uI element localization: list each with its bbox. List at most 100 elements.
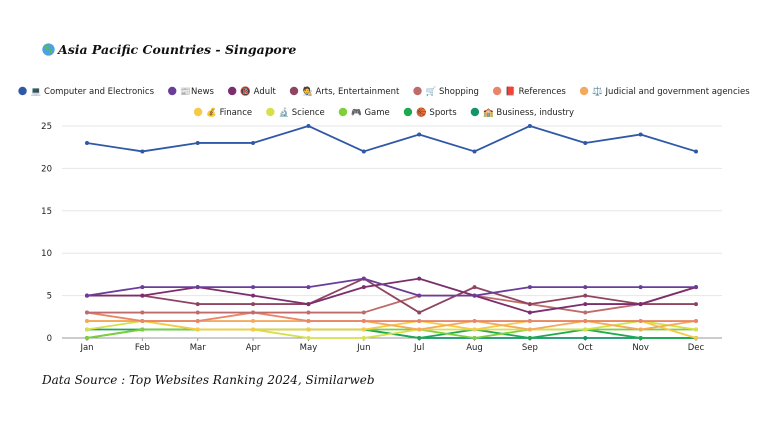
data-point[interactable]: [583, 319, 588, 324]
data-point[interactable]: [417, 319, 422, 324]
legend-label: 💰 Finance: [206, 107, 252, 118]
legend-item-news[interactable]: 📰News: [168, 86, 215, 97]
legend-item-adult[interactable]: 🔞 Adult: [227, 86, 276, 97]
data-point[interactable]: [361, 149, 366, 154]
data-point[interactable]: [472, 327, 477, 332]
data-point[interactable]: [583, 293, 588, 298]
legend-item-finance[interactable]: 💰 Finance: [193, 107, 252, 118]
data-point[interactable]: [417, 310, 422, 315]
data-point[interactable]: [195, 327, 200, 332]
data-point[interactable]: [195, 302, 200, 307]
data-point[interactable]: [306, 327, 311, 332]
legend-item-game[interactable]: 🎮 Game: [338, 107, 390, 118]
legend-item-shopping[interactable]: 🛒 Shopping: [413, 86, 479, 97]
legend-item-sports[interactable]: 🏀 Sports: [403, 106, 458, 118]
data-point[interactable]: [251, 285, 256, 290]
data-point[interactable]: [361, 310, 366, 315]
data-point[interactable]: [195, 285, 200, 290]
data-point[interactable]: [417, 132, 422, 137]
data-point[interactable]: [694, 285, 698, 290]
data-point[interactable]: [472, 336, 477, 340]
data-point[interactable]: [140, 327, 145, 332]
data-point[interactable]: [638, 132, 643, 137]
data-point[interactable]: [638, 327, 643, 332]
legend-label: 🧑‍🎨 Arts, Entertainment: [302, 86, 400, 97]
data-point[interactable]: [251, 310, 256, 315]
data-point[interactable]: [472, 319, 477, 324]
data-point[interactable]: [472, 149, 477, 154]
data-point[interactable]: [417, 327, 422, 332]
data-point[interactable]: [85, 310, 89, 315]
data-point[interactable]: [583, 140, 588, 145]
data-point[interactable]: [638, 302, 643, 307]
data-point[interactable]: [417, 293, 422, 298]
legend-swatch: [227, 86, 237, 96]
data-point[interactable]: [251, 319, 256, 324]
data-point[interactable]: [583, 336, 588, 340]
data-point[interactable]: [85, 319, 89, 324]
legend-item-arts-entertainment[interactable]: 🧑‍🎨 Arts, Entertainment: [289, 86, 400, 97]
data-point[interactable]: [694, 302, 698, 307]
data-point[interactable]: [527, 285, 532, 290]
data-point[interactable]: [694, 327, 698, 332]
legend-item-computer-and-electronics[interactable]: 💻 Computer and Electronics: [18, 86, 155, 97]
data-point[interactable]: [638, 336, 643, 340]
x-tick-label: Nov: [632, 343, 649, 353]
data-point[interactable]: [251, 302, 256, 307]
data-point[interactable]: [694, 149, 698, 154]
data-point[interactable]: [638, 319, 643, 324]
legend-item-judicial-and-government-agencies[interactable]: ⚖️ Judicial and government agencies: [579, 86, 750, 97]
data-point[interactable]: [306, 124, 311, 128]
data-point[interactable]: [527, 327, 532, 332]
data-point[interactable]: [417, 276, 422, 281]
data-point[interactable]: [251, 140, 256, 145]
legend-item-science[interactable]: 🔬 Science: [266, 107, 325, 118]
data-point[interactable]: [85, 140, 89, 145]
data-point[interactable]: [417, 336, 422, 340]
data-point[interactable]: [251, 327, 256, 332]
data-point[interactable]: [85, 336, 89, 340]
data-point[interactable]: [694, 336, 698, 340]
legend-item-references[interactable]: 📕 References: [492, 86, 566, 97]
legend-swatch: [413, 86, 422, 96]
data-point[interactable]: [694, 319, 698, 324]
data-point[interactable]: [140, 149, 145, 154]
data-point[interactable]: [306, 336, 311, 340]
data-point[interactable]: [527, 310, 532, 315]
data-point[interactable]: [195, 140, 200, 145]
data-point[interactable]: [306, 302, 311, 307]
data-point[interactable]: [140, 319, 145, 324]
data-point[interactable]: [472, 293, 477, 298]
data-point[interactable]: [583, 285, 588, 290]
data-point[interactable]: [306, 285, 311, 290]
legend-item-business-industry[interactable]: 🏫 Business, industry: [470, 107, 574, 118]
data-point[interactable]: [583, 310, 588, 315]
legend: 💻 Computer and Electronics 📰News 🔞 Adult 🧑‍…: [18, 86, 750, 118]
data-point[interactable]: [583, 327, 588, 332]
data-point[interactable]: [85, 293, 89, 298]
x-tick-label: Aug: [466, 343, 483, 353]
data-point[interactable]: [306, 310, 311, 315]
data-point[interactable]: [361, 319, 366, 324]
data-point[interactable]: [361, 276, 366, 281]
data-point[interactable]: [527, 319, 532, 324]
legend-swatch: [470, 107, 480, 117]
data-point[interactable]: [85, 327, 89, 332]
data-point[interactable]: [140, 293, 145, 298]
data-point[interactable]: [195, 310, 200, 315]
data-point[interactable]: [195, 319, 200, 324]
data-point[interactable]: [527, 124, 532, 128]
data-point[interactable]: [472, 285, 477, 290]
data-point[interactable]: [251, 293, 256, 298]
data-point[interactable]: [361, 327, 366, 332]
data-point[interactable]: [527, 302, 532, 307]
data-point[interactable]: [361, 285, 366, 290]
data-point[interactable]: [140, 310, 145, 315]
data-point[interactable]: [583, 302, 588, 307]
series-line: [87, 286, 697, 314]
data-point[interactable]: [306, 319, 311, 324]
data-point[interactable]: [638, 285, 643, 290]
data-point[interactable]: [361, 336, 366, 340]
data-point[interactable]: [140, 285, 145, 290]
data-point[interactable]: [527, 336, 532, 340]
